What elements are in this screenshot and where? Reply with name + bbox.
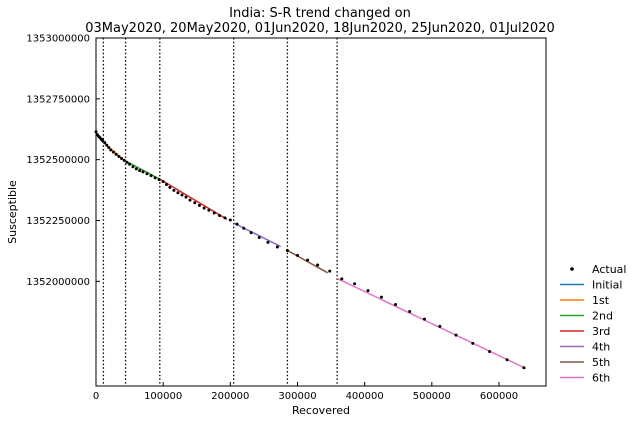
actual-point — [366, 289, 370, 293]
trend-lines — [95, 133, 527, 370]
x-axis-label: Recovered — [292, 404, 350, 417]
legend-label-0: Initial — [592, 279, 622, 292]
actual-point — [176, 191, 180, 195]
plot-frame — [95, 37, 547, 387]
actual-point — [328, 269, 332, 273]
actual-point — [249, 231, 253, 235]
actual-point — [242, 226, 246, 230]
legend-label-3: 3rd — [592, 325, 610, 338]
chart-title-line2: 03May2020, 20May2020, 01Jun2020, 18Jun20… — [85, 21, 554, 36]
actual-point — [340, 277, 344, 281]
legend-label-5: 5th — [592, 356, 610, 369]
x-tick-label: 600000 — [480, 391, 518, 402]
actual-point — [145, 172, 149, 176]
actual-point — [168, 185, 172, 189]
actual-point — [134, 167, 138, 171]
x-tick-label: 200000 — [211, 391, 249, 402]
y-axis: 1353000000 1352750000 1352500000 1352250000… — [26, 34, 100, 288]
actual-point — [353, 282, 357, 286]
x-tick-label: 100000 — [144, 391, 182, 402]
change-point-lines — [102, 38, 338, 386]
legend-label-2: 2nd — [592, 310, 613, 323]
actual-point — [107, 146, 111, 150]
actual-point — [228, 218, 232, 222]
y-tick-label: 1352000000 — [26, 277, 90, 288]
actual-point — [103, 141, 107, 145]
y-axis-label: Susceptible — [6, 180, 19, 244]
actual-point — [131, 165, 135, 169]
actual-point — [153, 176, 157, 180]
actual-point — [257, 236, 261, 240]
actual-point — [379, 295, 383, 299]
y-tick-label: 1352250000 — [26, 216, 90, 227]
actual-point — [454, 333, 458, 337]
chart-title-line1: India: S-R trend changed on — [229, 6, 411, 21]
actual-point — [114, 152, 118, 156]
actual-point — [197, 203, 201, 207]
actual-point — [207, 208, 211, 212]
actual-point — [111, 150, 115, 154]
legend: Actual Initial 1st 2nd 3rd 4th 5th 6th — [560, 263, 626, 385]
x-tick-label: 0 — [93, 391, 99, 402]
actual-points — [94, 130, 526, 370]
actual-point — [202, 206, 206, 210]
actual-point — [125, 160, 129, 164]
actual-point — [161, 180, 165, 184]
y-tick-label: 1353000000 — [26, 34, 90, 45]
actual-point — [157, 178, 161, 182]
actual-point — [128, 162, 132, 166]
actual-point — [223, 216, 227, 220]
actual-point — [101, 139, 105, 143]
actual-point — [316, 263, 320, 267]
actual-point — [438, 324, 442, 328]
actual-point — [188, 198, 192, 202]
actual-point — [117, 155, 121, 159]
actual-point — [505, 358, 509, 362]
actual-point — [522, 366, 526, 370]
actual-point — [285, 248, 289, 252]
trend-line-6 — [336, 277, 527, 370]
actual-point — [394, 302, 398, 306]
legend-marker-actual — [570, 267, 574, 271]
y-tick-label: 1352500000 — [26, 155, 90, 166]
actual-point — [141, 170, 145, 174]
x-tick-label: 300000 — [278, 391, 316, 402]
legend-label-actual: Actual — [592, 263, 626, 276]
actual-point — [218, 214, 222, 218]
actual-point — [212, 211, 216, 215]
trend-line-2 — [125, 160, 161, 180]
actual-point — [422, 317, 426, 321]
actual-point — [488, 349, 492, 353]
x-tick-label: 500000 — [413, 391, 451, 402]
actual-point — [138, 169, 142, 173]
actual-point — [266, 240, 270, 244]
legend-label-6: 6th — [592, 372, 610, 385]
actual-point — [122, 158, 126, 162]
legend-label-1: 1st — [592, 294, 610, 307]
actual-point — [184, 195, 188, 199]
actual-point — [408, 310, 412, 314]
actual-point — [172, 188, 176, 192]
x-tick-label: 400000 — [346, 391, 384, 402]
trend-line-3 — [159, 178, 228, 220]
y-tick-label: 1352750000 — [26, 94, 90, 105]
actual-point — [235, 222, 239, 226]
actual-point — [275, 245, 279, 249]
actual-point — [295, 253, 299, 257]
x-axis: 0 100000 200000 300000 400000 500000 600000 — [93, 382, 518, 402]
legend-label-4: 4th — [592, 341, 610, 354]
actual-point — [105, 143, 109, 147]
actual-point — [120, 156, 124, 160]
actual-point — [180, 193, 184, 197]
actual-point — [193, 201, 197, 205]
actual-point — [306, 258, 310, 262]
actual-point — [109, 148, 113, 152]
actual-point — [149, 174, 153, 178]
actual-point — [165, 183, 169, 187]
trend-line-4 — [233, 222, 282, 248]
actual-point — [471, 341, 475, 345]
